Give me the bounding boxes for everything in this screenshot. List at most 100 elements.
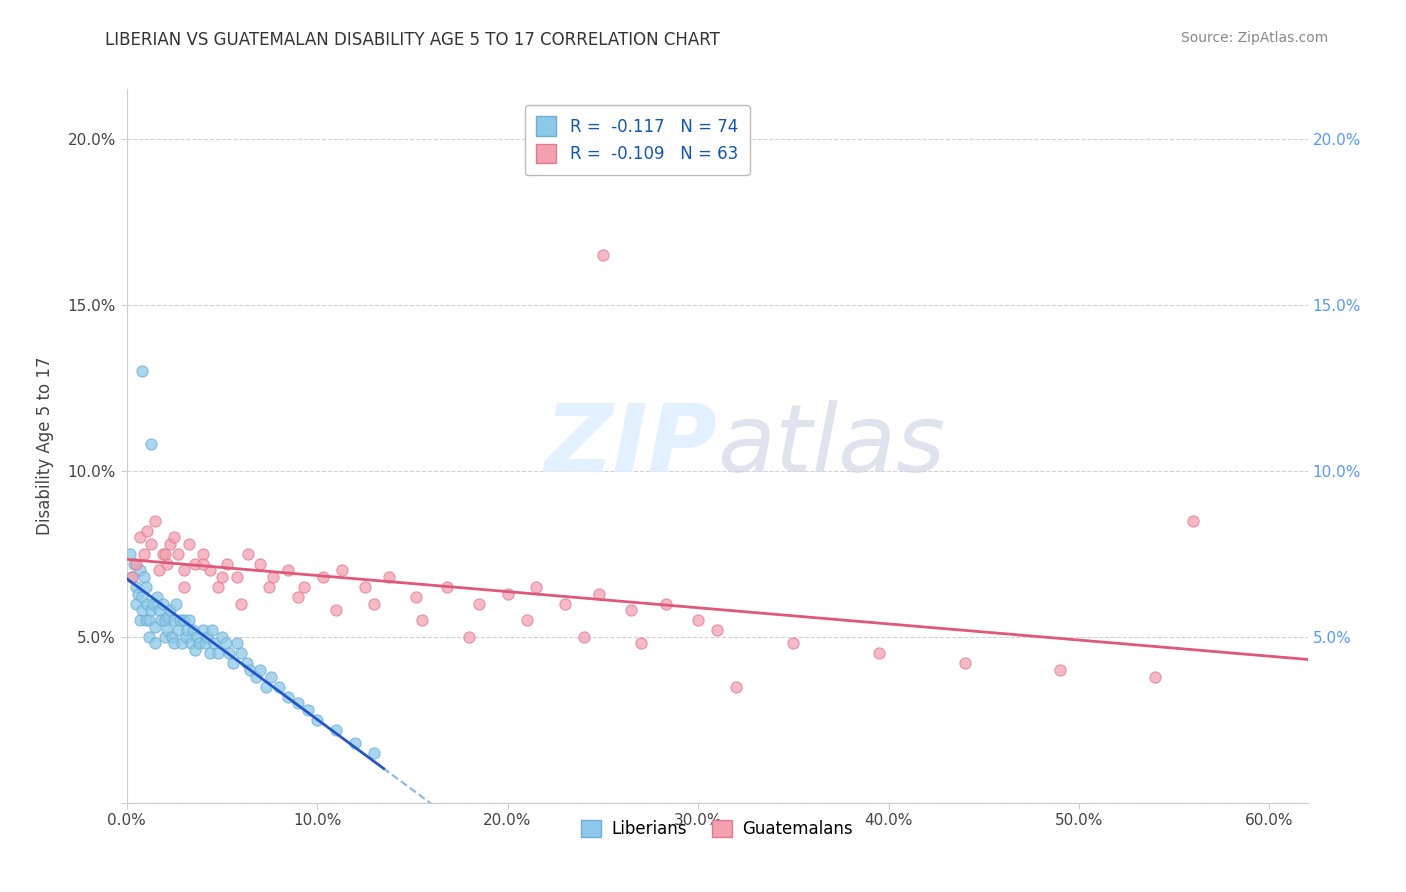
Point	[155, 624, 177, 638]
Point	[136, 524, 159, 538]
Point	[148, 603, 170, 617]
Point	[121, 570, 143, 584]
Point	[277, 690, 299, 704]
Point	[165, 597, 187, 611]
Point	[588, 587, 610, 601]
Point	[868, 647, 890, 661]
Point	[620, 603, 643, 617]
Point	[194, 636, 217, 650]
Point	[163, 530, 186, 544]
Point	[138, 613, 160, 627]
Point	[173, 564, 195, 578]
Point	[125, 557, 148, 571]
Point	[201, 624, 224, 638]
Text: Source: ZipAtlas.com: Source: ZipAtlas.com	[1181, 31, 1329, 45]
Point	[592, 248, 614, 262]
Point	[287, 696, 309, 710]
Point	[180, 636, 202, 650]
Point	[132, 547, 155, 561]
Point	[211, 630, 233, 644]
Point	[344, 736, 367, 750]
Point	[142, 597, 165, 611]
Point	[229, 597, 252, 611]
Point	[128, 613, 150, 627]
Point	[148, 564, 170, 578]
Point	[554, 597, 576, 611]
Point	[132, 570, 155, 584]
Point	[184, 643, 207, 657]
Point	[1144, 670, 1167, 684]
Point	[239, 663, 262, 677]
Point	[222, 657, 245, 671]
Point	[630, 636, 652, 650]
Point	[516, 613, 538, 627]
Text: atlas: atlas	[717, 401, 945, 491]
Point	[153, 630, 176, 644]
Point	[254, 680, 277, 694]
Point	[572, 630, 595, 644]
Point	[173, 613, 195, 627]
Point	[141, 537, 163, 551]
Point	[167, 547, 190, 561]
Point	[330, 564, 353, 578]
Point	[1182, 514, 1205, 528]
Point	[135, 580, 157, 594]
Text: ZIP: ZIP	[544, 400, 717, 492]
Point	[267, 680, 290, 694]
Point	[136, 597, 159, 611]
Point	[235, 657, 257, 671]
Point	[207, 580, 229, 594]
Point	[143, 620, 166, 634]
Point	[191, 624, 214, 638]
Point	[725, 680, 748, 694]
Point	[411, 613, 433, 627]
Text: LIBERIAN VS GUATEMALAN DISABILITY AGE 5 TO 17 CORRELATION CHART: LIBERIAN VS GUATEMALAN DISABILITY AGE 5 …	[105, 31, 720, 49]
Point	[187, 636, 209, 650]
Point	[260, 670, 283, 684]
Point	[159, 603, 181, 617]
Point	[654, 597, 676, 611]
Point	[128, 564, 150, 578]
Point	[131, 364, 153, 378]
Point	[143, 636, 166, 650]
Point	[152, 547, 174, 561]
Point	[155, 557, 177, 571]
Point	[179, 613, 201, 627]
Point	[297, 703, 319, 717]
Point	[152, 597, 174, 611]
Point	[363, 746, 385, 760]
Point	[167, 624, 190, 638]
Point	[706, 624, 728, 638]
Point	[169, 613, 191, 627]
Point	[468, 597, 491, 611]
Point	[131, 603, 153, 617]
Point	[496, 587, 519, 601]
Point	[218, 647, 240, 661]
Point	[200, 564, 222, 578]
Point	[162, 630, 184, 644]
Point	[378, 570, 401, 584]
Point	[211, 570, 233, 584]
Point	[122, 557, 145, 571]
Point	[184, 557, 207, 571]
Point	[146, 590, 169, 604]
Point	[125, 580, 148, 594]
Point	[259, 580, 281, 594]
Point	[214, 636, 236, 650]
Point	[458, 630, 481, 644]
Point	[405, 590, 427, 604]
Point	[226, 570, 249, 584]
Point	[202, 636, 225, 650]
Point	[120, 547, 142, 561]
Point	[179, 537, 201, 551]
Point	[287, 590, 309, 604]
Point	[141, 437, 163, 451]
Point	[191, 547, 214, 561]
Point	[305, 713, 328, 727]
Point	[163, 613, 186, 627]
Point	[953, 657, 976, 671]
Point	[186, 630, 208, 644]
Point	[277, 564, 299, 578]
Point	[159, 537, 181, 551]
Point	[131, 590, 153, 604]
